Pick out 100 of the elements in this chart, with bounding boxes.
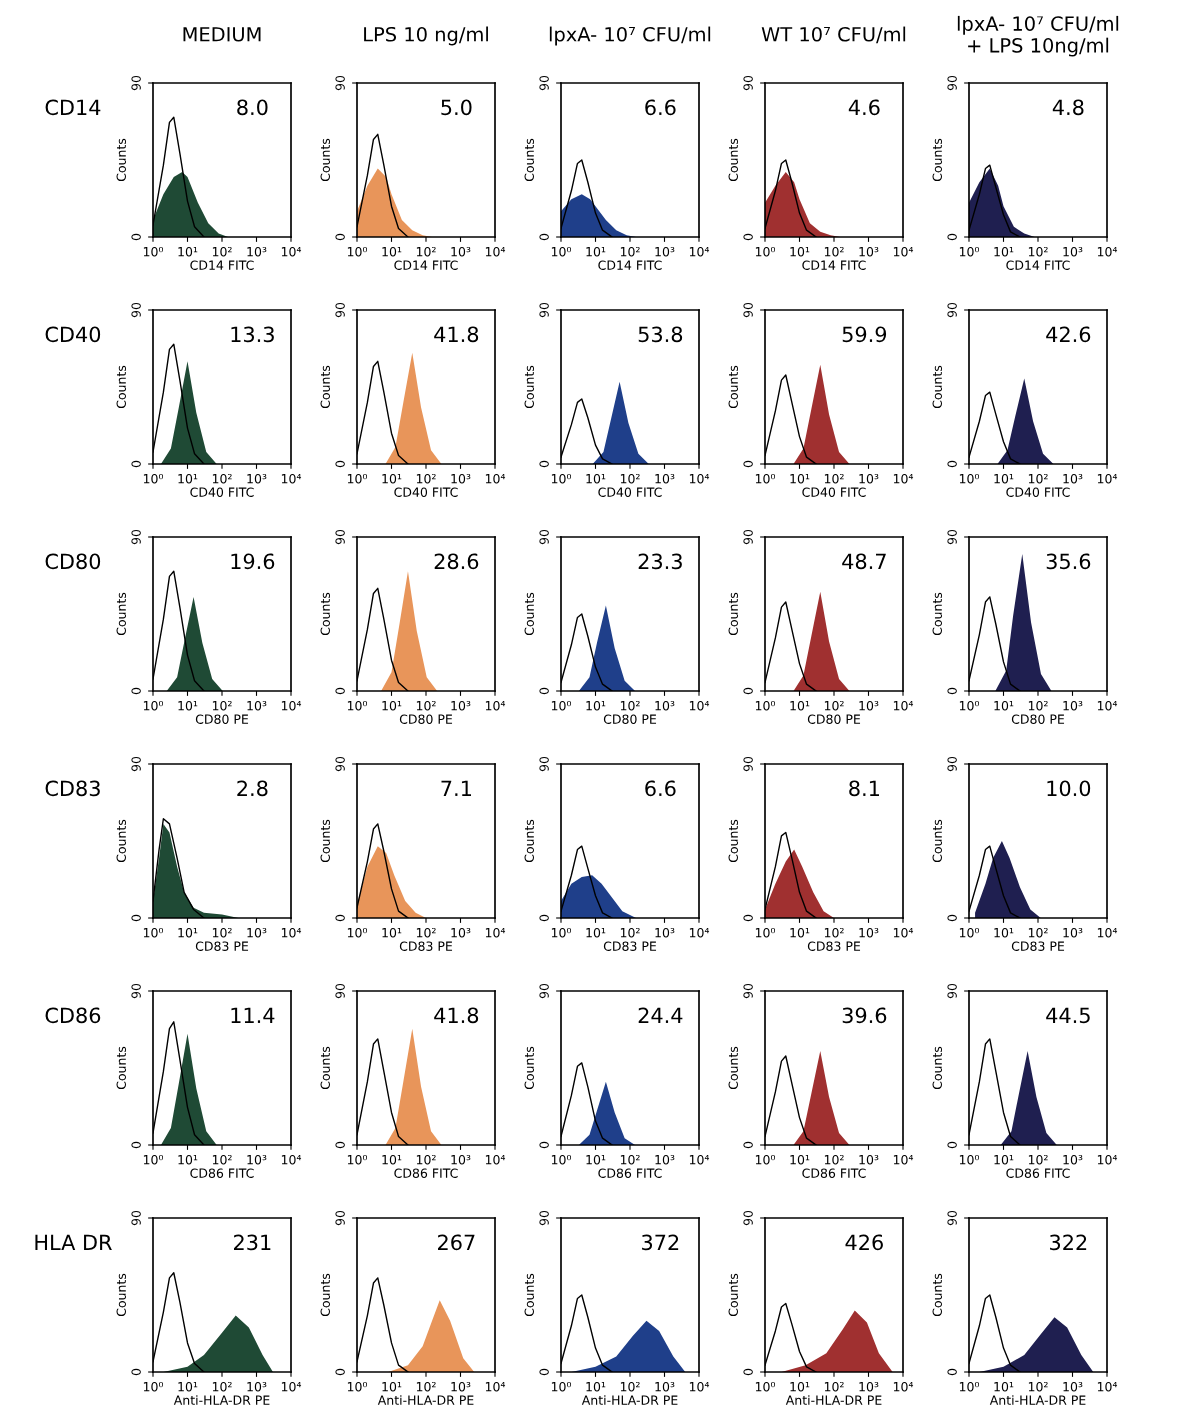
annotation: 10.0	[1047, 780, 1091, 797]
x-tick-label: 10²	[212, 246, 232, 257]
annotation: 53.8	[638, 326, 683, 343]
y-axis-title: Counts	[728, 819, 738, 863]
y-tick-label: 90	[947, 302, 957, 318]
y-tick-label: 0	[131, 687, 141, 695]
x-tick-label: 10⁰	[347, 473, 368, 484]
y-tick-label: 90	[131, 302, 141, 318]
x-tick-label: 10²	[620, 927, 640, 938]
x-axis-title: CD86 FITC	[1006, 1168, 1070, 1178]
x-axis-title: CD40 FITC	[190, 487, 254, 497]
chart-title: LPS 10 ng/ml	[364, 26, 488, 46]
y-axis-title: Counts	[116, 138, 126, 182]
x-axis-title: CD14 FITC	[598, 260, 662, 270]
x-tick-label: 10³	[859, 1381, 879, 1392]
x-tick-label: 10¹	[790, 1381, 810, 1392]
x-axis-title: CD80 PE	[807, 714, 861, 724]
y-tick-label: 0	[947, 233, 957, 241]
annotation: 8.0	[237, 99, 268, 116]
y-tick-label: 0	[335, 1368, 345, 1376]
x-tick-label: 10⁴	[1097, 1381, 1118, 1392]
x-tick-label: 10⁰	[347, 700, 368, 711]
y-axis-title: Counts	[116, 1273, 126, 1317]
x-tick-label: 10²	[620, 246, 640, 257]
y-tick-label: 90	[335, 302, 345, 318]
y-axis-title: Counts	[116, 365, 126, 409]
x-tick-label: 10³	[859, 927, 879, 938]
y-tick-label: 0	[743, 1141, 753, 1149]
x-tick-label: 10⁰	[347, 1381, 368, 1392]
x-tick-label: 10¹	[586, 927, 606, 938]
y-tick-label: 0	[131, 1141, 141, 1149]
y-tick-label: 90	[947, 983, 957, 999]
chart-title: WT 10⁷ CFU/ml	[761, 26, 906, 44]
x-tick-label: 10⁰	[959, 473, 980, 484]
x-tick-label: 10²	[824, 700, 844, 711]
x-axis-title: CD40 FITC	[598, 487, 662, 497]
x-tick-label: 10³	[247, 700, 267, 711]
x-tick-label: 10¹	[586, 700, 606, 711]
y-axis-title: Counts	[728, 365, 738, 409]
x-tick-label: 10⁴	[893, 246, 914, 257]
y-axis-title: Counts	[320, 365, 330, 409]
x-tick-label: 10³	[655, 927, 675, 938]
x-tick-label: 10³	[655, 246, 675, 257]
annotation: 35.6	[1046, 553, 1091, 570]
text: CD40	[45, 326, 101, 343]
y-tick-label: 0	[947, 914, 957, 922]
y-tick-label: 90	[335, 1210, 345, 1226]
x-tick-label: 10⁴	[689, 473, 710, 484]
x-tick-label: 10³	[655, 1154, 675, 1165]
x-axis-title: CD80 PE	[603, 714, 657, 724]
annotation: 322	[1050, 1234, 1087, 1251]
annotation: 11.4	[231, 1007, 275, 1023]
x-tick-label: 10⁰	[143, 700, 164, 711]
y-tick-label: 90	[539, 1210, 549, 1226]
x-axis-title: CD14 FITC	[1006, 260, 1070, 270]
x-tick-label: 10³	[655, 700, 675, 711]
x-tick-label: 10¹	[586, 473, 606, 484]
annotation: 2.8	[237, 780, 268, 797]
x-axis-title: CD86 FITC	[598, 1168, 662, 1178]
x-tick-label: 10¹	[994, 927, 1014, 938]
x-tick-label: 10⁴	[281, 1381, 302, 1392]
x-tick-label: 10¹	[382, 1154, 402, 1165]
x-axis-title: CD83 PE	[195, 941, 249, 951]
y-tick-label: 0	[743, 460, 753, 468]
x-tick-label: 10¹	[382, 700, 402, 711]
y-axis-title: Counts	[932, 819, 942, 863]
y-tick-label: 0	[335, 914, 345, 922]
y-axis-title: Counts	[524, 592, 534, 636]
x-tick-label: 10⁰	[551, 1154, 572, 1165]
y-axis-title: Counts	[932, 365, 942, 409]
chart-title: lpxA- 10⁷ CFU/ml + LPS 10ng/ml	[957, 15, 1119, 57]
x-tick-label: 10²	[824, 1381, 844, 1392]
x-tick-label: 10²	[1028, 927, 1048, 938]
annotation: 41.8	[434, 326, 479, 343]
x-tick-label: 10⁴	[1097, 927, 1118, 938]
x-tick-label: 10³	[655, 473, 675, 484]
x-tick-label: 10²	[620, 1154, 640, 1165]
annotation: 13.3	[231, 326, 274, 343]
x-tick-label: 10⁰	[143, 1154, 164, 1165]
y-tick-label: 0	[539, 1368, 549, 1376]
x-axis-title: CD86 FITC	[802, 1168, 866, 1178]
x-tick-label: 10³	[1063, 700, 1083, 711]
y-tick-label: 0	[539, 1141, 549, 1149]
x-tick-label: 10³	[247, 927, 267, 938]
x-tick-label: 10¹	[994, 700, 1014, 711]
y-tick-label: 90	[947, 756, 957, 772]
x-tick-label: 10²	[416, 1154, 436, 1165]
annotation: 6.6	[645, 99, 676, 116]
x-axis-title: Anti-HLA-DR PE	[173, 1395, 270, 1405]
x-axis-title: CD14 FITC	[802, 260, 866, 270]
y-tick-label: 0	[131, 233, 141, 241]
y-tick-label: 90	[947, 75, 957, 91]
annotation: 41.8	[434, 1007, 479, 1024]
x-axis-title: CD14 FITC	[394, 260, 458, 270]
y-axis-title: Counts	[116, 592, 126, 636]
x-tick-label: 10²	[824, 246, 844, 257]
x-tick-label: 10⁰	[959, 927, 980, 938]
x-tick-label: 10⁰	[755, 927, 776, 938]
x-axis-title: CD40 FITC	[1006, 487, 1070, 497]
y-tick-label: 0	[947, 460, 957, 468]
